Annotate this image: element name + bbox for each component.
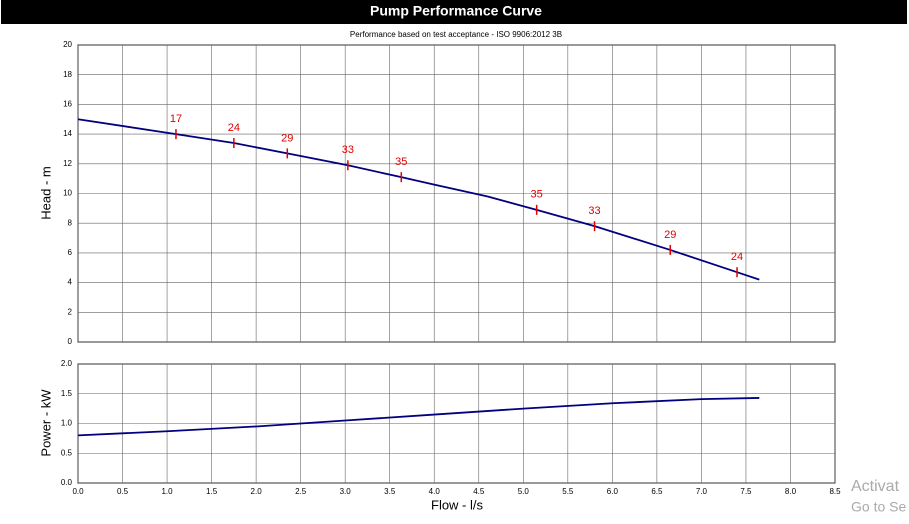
x-axis-label: Flow - l/s — [431, 497, 484, 512]
x-tick-label: 2.0 — [251, 487, 263, 496]
x-tick-label: 4.0 — [429, 487, 441, 496]
x-tick-label: 7.0 — [696, 487, 708, 496]
x-tick-label: 8.0 — [785, 487, 797, 496]
y-tick-label: 0.5 — [61, 448, 73, 457]
x-tick-label: 1.0 — [161, 487, 173, 496]
y-axis-label: Head - m — [38, 166, 53, 219]
y-tick-label: 6 — [68, 248, 73, 257]
y-tick-label: 0 — [68, 337, 73, 346]
chart-subtitle: Performance based on test acceptance - I… — [350, 30, 562, 39]
y-tick-label: 12 — [63, 159, 72, 168]
marker-label: 33 — [342, 144, 354, 156]
y-tick-label: 2 — [68, 307, 73, 316]
y-tick-label: 1.0 — [61, 419, 73, 428]
y-tick-label: 18 — [63, 70, 72, 79]
marker-label: 17 — [170, 113, 182, 125]
y-tick-label: 10 — [63, 189, 72, 198]
marker-label: 35 — [531, 189, 543, 201]
marker-label: 33 — [588, 205, 600, 217]
marker-label: 35 — [395, 156, 407, 168]
y-axis-label: Power - kW — [38, 389, 53, 457]
y-tick-label: 4 — [68, 278, 73, 287]
x-tick-label: 3.5 — [384, 487, 396, 496]
x-tick-label: 5.5 — [562, 487, 574, 496]
x-tick-label: 5.0 — [518, 487, 530, 496]
y-tick-label: 20 — [63, 40, 72, 49]
x-tick-label: 0.0 — [72, 487, 84, 496]
watermark: Activat — [851, 478, 900, 495]
x-tick-label: 4.5 — [473, 487, 485, 496]
x-tick-label: 2.5 — [295, 487, 307, 496]
x-tick-label: 1.5 — [206, 487, 218, 496]
y-tick-label: 2.0 — [61, 359, 73, 368]
title-bar — [1, 0, 907, 24]
x-tick-label: 6.5 — [651, 487, 663, 496]
x-tick-label: 0.5 — [117, 487, 129, 496]
x-tick-label: 6.0 — [607, 487, 619, 496]
x-tick-label: 8.5 — [829, 487, 841, 496]
chart-title: Pump Performance Curve — [370, 3, 542, 19]
y-tick-label: 1.5 — [61, 389, 73, 398]
marker-label: 24 — [731, 251, 743, 263]
curve — [77, 397, 760, 437]
marker-label: 29 — [664, 229, 676, 241]
y-tick-label: 0.0 — [61, 478, 73, 487]
y-tick-label: 16 — [63, 100, 72, 109]
x-tick-label: 7.5 — [740, 487, 752, 496]
x-tick-label: 3.0 — [340, 487, 352, 496]
marker-label: 24 — [228, 122, 240, 134]
y-tick-label: 14 — [63, 129, 72, 138]
y-tick-label: 8 — [68, 218, 73, 227]
watermark: Go to Se — [851, 499, 906, 515]
marker-label: 29 — [281, 132, 293, 144]
